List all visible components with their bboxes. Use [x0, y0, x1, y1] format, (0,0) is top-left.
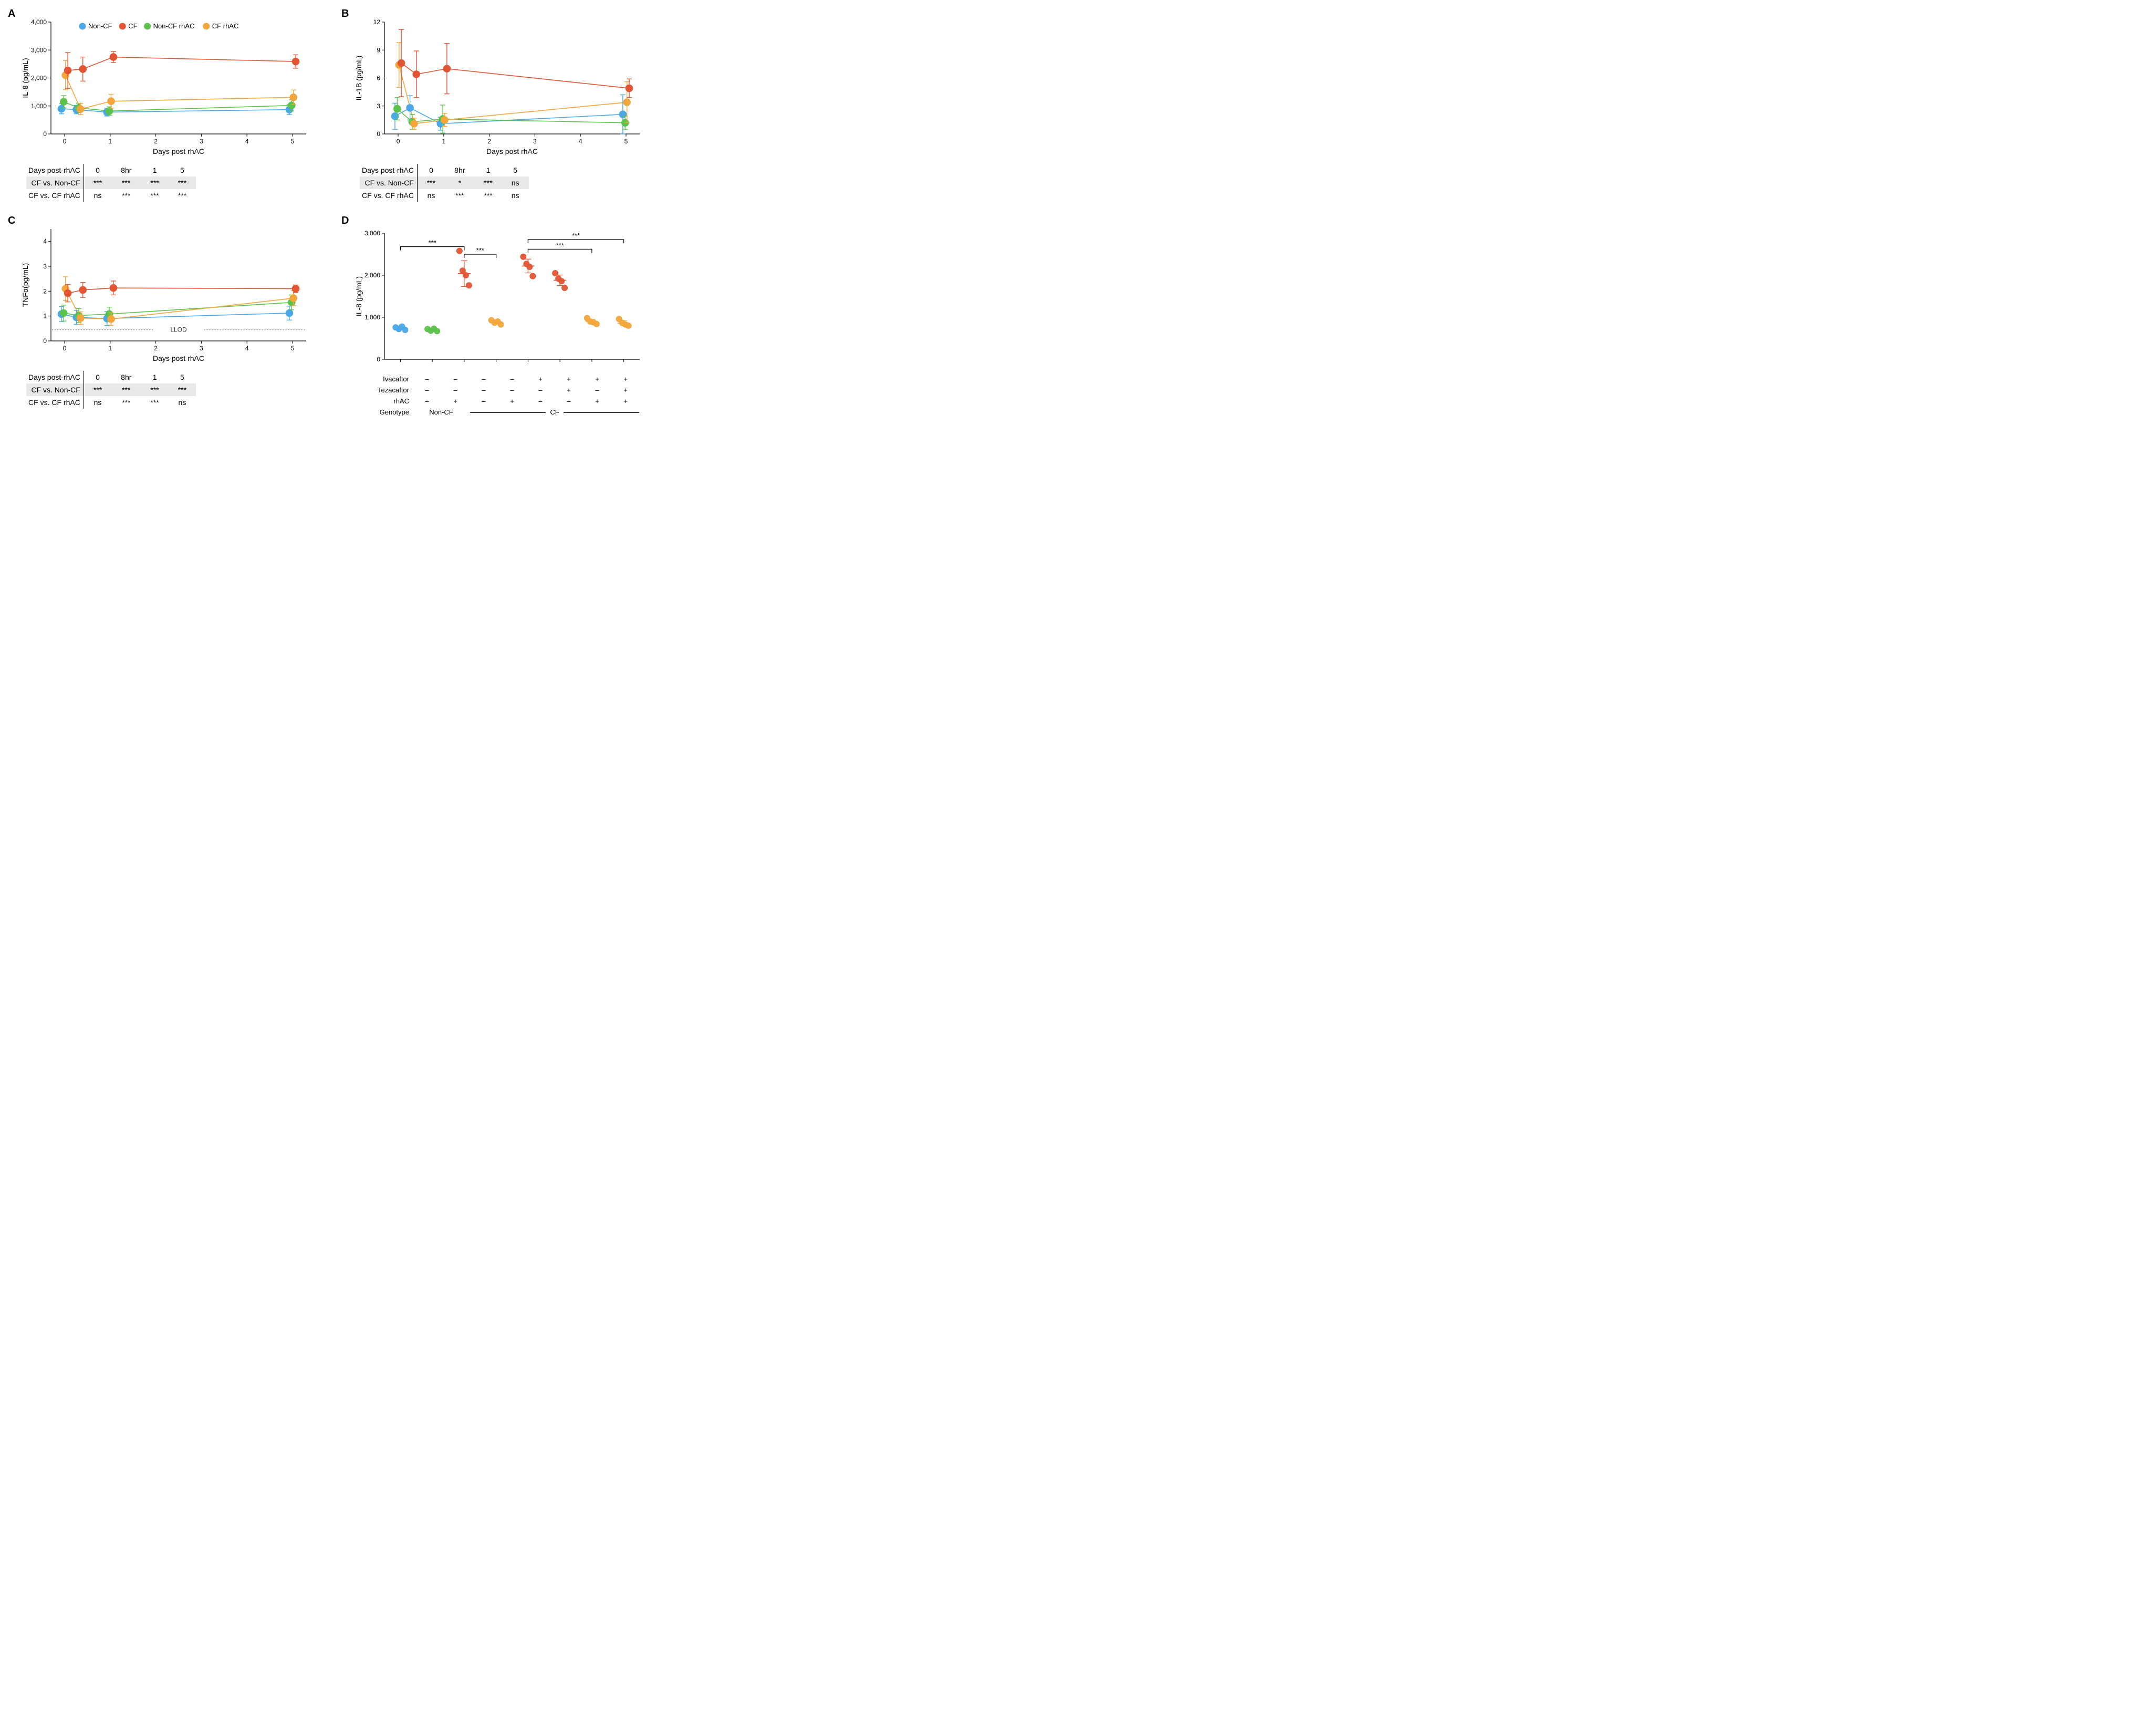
- panel-d: D 0 1,000 2,000 3,000 IL-8 (pg/mL) *** *** *** *…: [344, 217, 657, 418]
- svg-text:9: 9: [377, 46, 380, 54]
- panel-c-stats-table: Days post-rhAC08hr15CF vs. Non-CF*******…: [26, 371, 196, 409]
- svg-text:IL-8 (pg/mL): IL-8 (pg/mL): [355, 276, 363, 316]
- panel-b-chart: 036912012345IL-1B (pg/mL)Days post rhAC: [352, 16, 646, 158]
- svg-text:***: ***: [429, 239, 436, 247]
- svg-text:4: 4: [43, 238, 47, 245]
- panel-a-stats-table: Days post-rhAC08hr15CF vs. Non-CF*******…: [26, 164, 196, 202]
- svg-text:12: 12: [373, 18, 381, 26]
- svg-text:2,000: 2,000: [364, 272, 380, 279]
- svg-text:***: ***: [476, 246, 484, 254]
- panel-b-label: B: [341, 8, 349, 20]
- svg-text:6: 6: [377, 75, 380, 82]
- svg-text:2: 2: [154, 138, 158, 145]
- svg-text:Non-CF rhAC: Non-CF rhAC: [153, 22, 195, 30]
- svg-text:Days post rhAC: Days post rhAC: [153, 354, 204, 362]
- svg-text:2,000: 2,000: [31, 75, 47, 82]
- svg-text:IL-8 (pg/mL): IL-8 (pg/mL): [21, 58, 29, 98]
- svg-text:4: 4: [245, 138, 249, 145]
- svg-text:0: 0: [397, 138, 400, 145]
- panel-a: A 0 1,000 2,000 3,000 4,000 0 1 2 3 4 5 IL-8 (pg/mL…: [11, 11, 323, 202]
- svg-text:4: 4: [579, 138, 582, 145]
- svg-text:1,000: 1,000: [31, 102, 47, 110]
- svg-text:3,000: 3,000: [364, 230, 380, 237]
- svg-text:0: 0: [377, 130, 380, 138]
- svg-text:0: 0: [43, 130, 47, 138]
- svg-text:3: 3: [533, 138, 537, 145]
- svg-text:CF: CF: [128, 22, 137, 30]
- panel-d-treatment-table: Ivacaftor––––++++Tezacaftor–––––+–+rhAC–…: [370, 373, 640, 418]
- svg-text:1: 1: [108, 345, 112, 352]
- panel-c: C 0 1 2 3 4 0 1 2 3 4 5 TNFα(pg/mL) Days post rhAC LL…: [11, 217, 323, 418]
- svg-text:5: 5: [624, 138, 628, 145]
- svg-text:3,000: 3,000: [31, 46, 47, 54]
- panel-c-chart: 0 1 2 3 4 0 1 2 3 4 5 TNFα(pg/mL) Days post rhAC LLOD: [18, 223, 313, 365]
- svg-text:1,000: 1,000: [364, 314, 380, 321]
- svg-text:1: 1: [442, 138, 445, 145]
- svg-text:3: 3: [377, 102, 380, 110]
- svg-text:***: ***: [572, 232, 580, 240]
- panel-a-label: A: [8, 8, 15, 20]
- svg-text:0: 0: [377, 356, 380, 363]
- svg-text:1: 1: [43, 313, 47, 320]
- svg-text:CF rhAC: CF rhAC: [212, 22, 239, 30]
- svg-text:IL-1B (pg/mL): IL-1B (pg/mL): [355, 56, 363, 101]
- svg-text:3: 3: [43, 263, 47, 270]
- svg-text:0: 0: [43, 337, 47, 345]
- svg-text:4: 4: [245, 345, 249, 352]
- svg-text:5: 5: [291, 138, 295, 145]
- svg-text:2: 2: [154, 345, 158, 352]
- panel-d-chart: 0 1,000 2,000 3,000 IL-8 (pg/mL) *** *** *** ***: [352, 223, 646, 370]
- svg-text:3: 3: [200, 345, 203, 352]
- svg-text:5: 5: [291, 345, 295, 352]
- svg-text:4,000: 4,000: [31, 18, 47, 26]
- svg-text:2: 2: [43, 287, 47, 295]
- svg-text:Non-CF: Non-CF: [88, 22, 112, 30]
- svg-text:2: 2: [487, 138, 491, 145]
- svg-text:Days post rhAC: Days post rhAC: [153, 147, 204, 155]
- svg-text:***: ***: [556, 241, 564, 249]
- svg-text:0: 0: [63, 138, 67, 145]
- svg-text:Days post rhAC: Days post rhAC: [486, 147, 538, 155]
- panel-b-stats-table: Days post-rhAC08hr15CF vs. Non-CF*******…: [360, 164, 529, 202]
- svg-text:0: 0: [63, 345, 67, 352]
- panel-c-label: C: [8, 215, 15, 227]
- figure-container: A 01,0002,0003,0004,000012345IL-8 (pg/mL…: [11, 11, 657, 418]
- svg-text:LLOD: LLOD: [170, 326, 187, 334]
- panel-d-label: D: [341, 215, 349, 227]
- svg-text:1: 1: [108, 138, 112, 145]
- svg-text:TNFα(pg/mL): TNFα(pg/mL): [21, 263, 29, 307]
- panel-a-chart: 0 1,000 2,000 3,000 4,000 0 1 2 3 4 5 IL-8 (pg/mL) D…: [18, 16, 313, 158]
- panel-b: B 036912012345IL-1B (pg/mL)Days post rhA…: [344, 11, 657, 202]
- svg-text:3: 3: [200, 138, 203, 145]
